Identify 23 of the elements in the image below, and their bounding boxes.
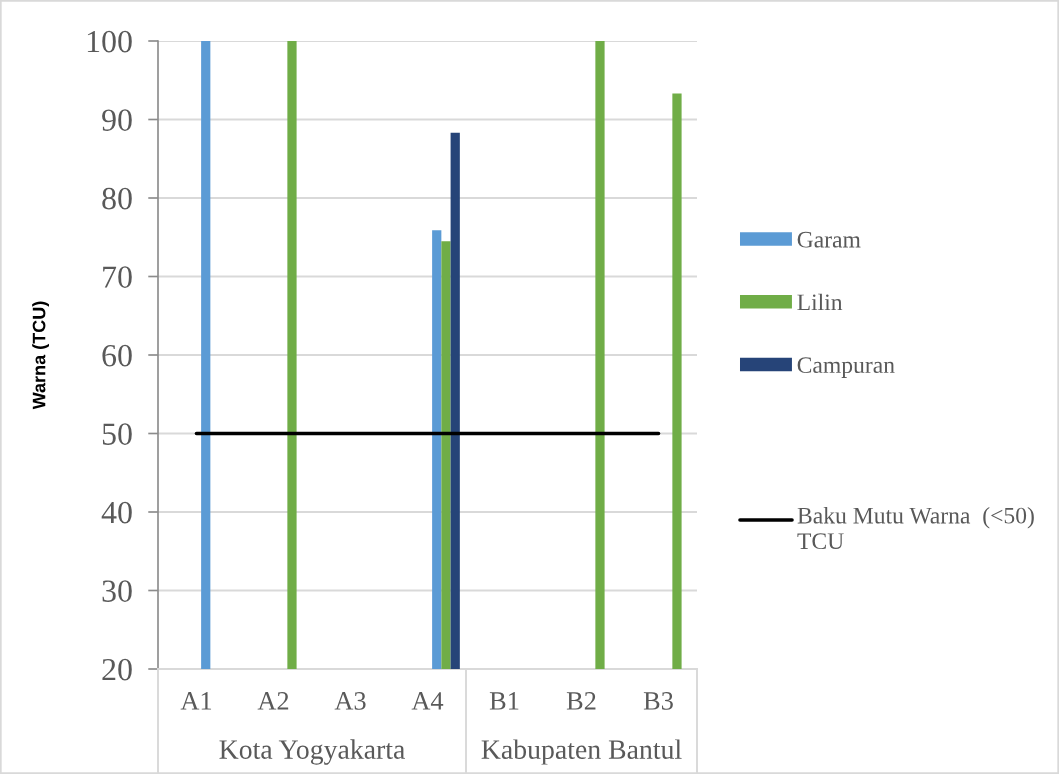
x-tick-label: A3 [334,692,366,710]
y-tick-label: 90 [102,109,132,131]
legend-label: Garam [797,231,861,248]
x-tick-label: A1 [180,692,212,710]
y-tick-label: 30 [102,580,132,602]
legend-label: Campuran [797,357,895,378]
y-tick-label: 80 [102,187,132,210]
y-axis-title: Warna (TCU) [32,301,49,410]
y-tick-label: 60 [102,344,132,367]
x-tick-label: A4 [411,692,444,710]
y-tick-label: 100 [87,30,132,53]
legend-label: Lilin [797,293,843,311]
y-tick-label: 40 [101,501,132,524]
text: Kabupaten Bantul [481,739,682,765]
x-tick-label: B3 [643,692,673,710]
text: Kota Yogyakarta [219,739,405,765]
y-tick-label: 50 [102,423,132,445]
y-tick-label: 70 [103,266,132,288]
x-tick-label: A2 [257,692,289,710]
legend-label: Baku Mutu Warna (<50) TCU [797,507,1034,550]
x-tick-label: B1 [489,692,519,710]
x-tick-label: B2 [566,692,596,710]
y-tick-label: 20 [102,658,132,681]
